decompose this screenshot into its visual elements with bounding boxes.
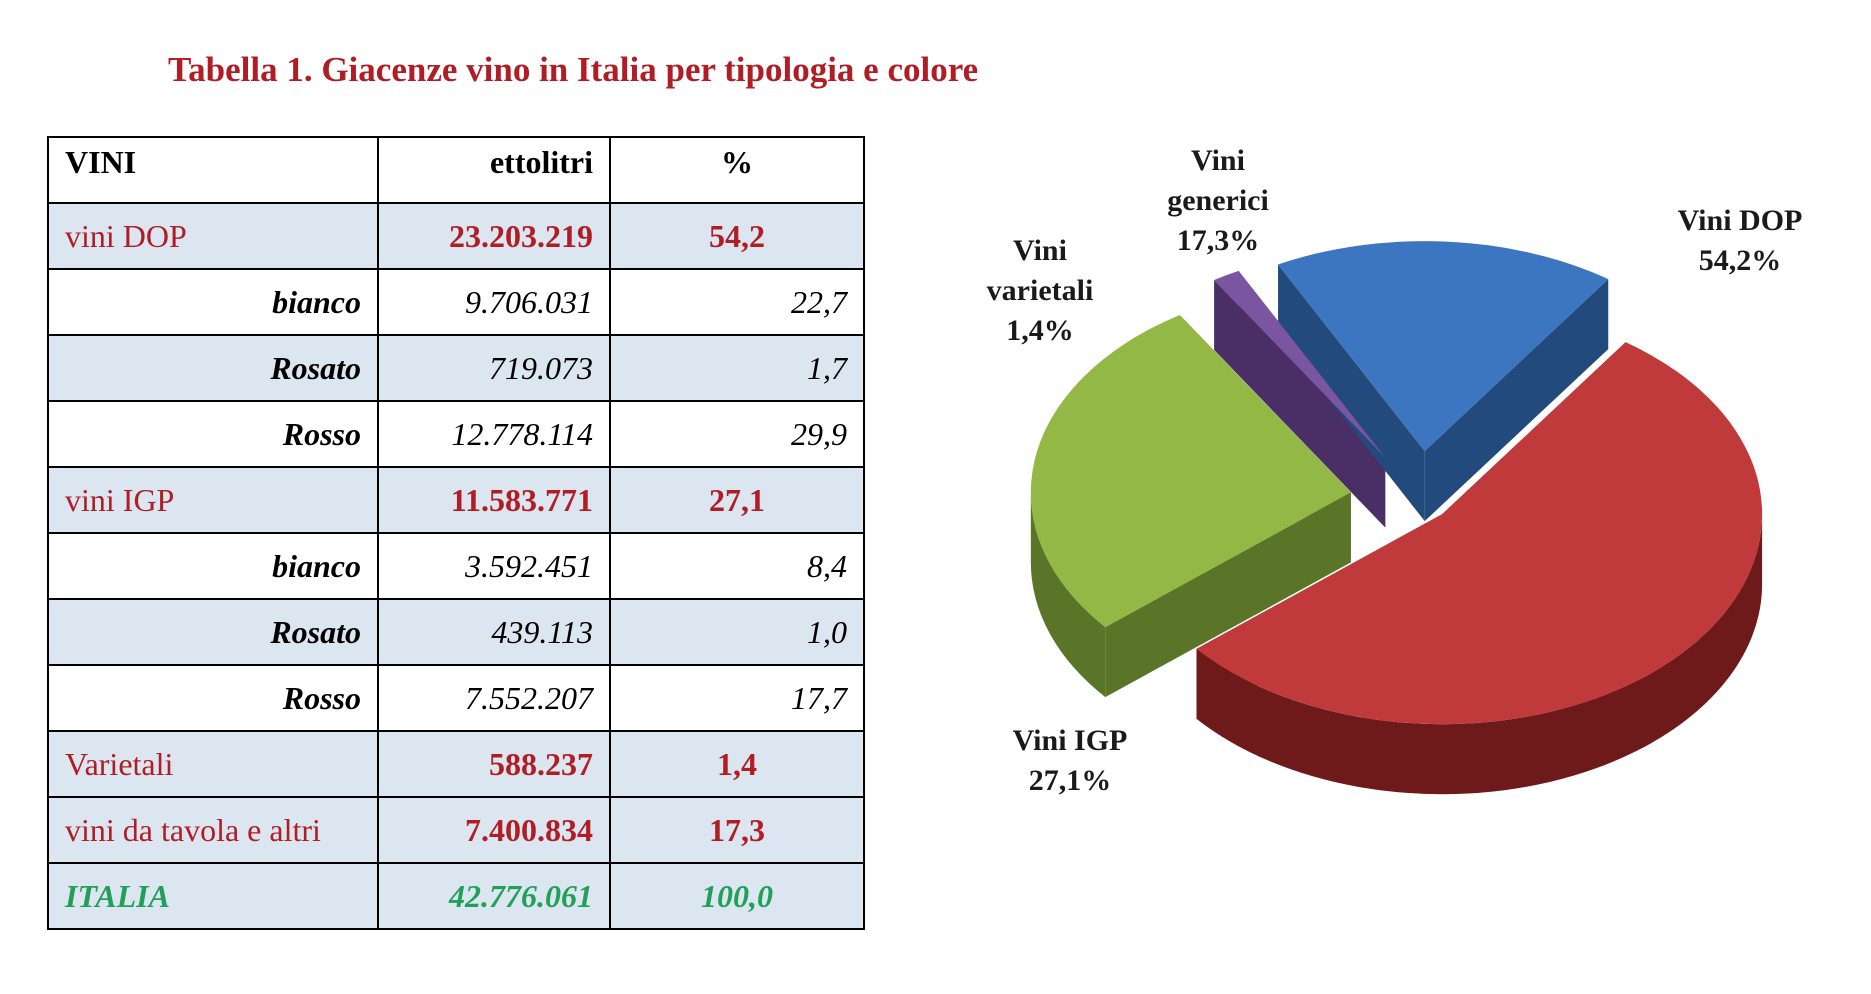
pie-label: Vini varietali 1,4% bbox=[987, 234, 1094, 347]
pie-label-line: 1,4% bbox=[1006, 314, 1074, 347]
wine-stock-table: VINI ettolitri % vini DOP 23.203.219 54,2 b… bbox=[47, 136, 865, 930]
pie-label: Vini IGP 27,1% bbox=[1013, 724, 1128, 797]
pie-label-line: generici bbox=[1167, 184, 1269, 217]
row-percent: 100,0 bbox=[609, 862, 865, 930]
pie-slice-side bbox=[1030, 492, 1106, 698]
row-percent: 17,3 bbox=[609, 796, 865, 864]
table-row: Rosato 719.073 1,7 bbox=[47, 334, 865, 402]
pie-slice bbox=[1214, 270, 1386, 458]
header-vini: VINI bbox=[47, 136, 379, 204]
pie-slice-edge bbox=[1424, 279, 1609, 522]
row-ettolitri: 7.400.834 bbox=[377, 796, 611, 864]
row-name: vini DOP bbox=[47, 202, 379, 270]
header-percent: % bbox=[609, 136, 865, 204]
row-name: vini IGP bbox=[47, 466, 379, 534]
row-percent: 1,4 bbox=[609, 730, 865, 798]
pie-slice bbox=[1196, 342, 1763, 725]
pie-label-line: varietali bbox=[987, 274, 1094, 307]
row-ettolitri: 7.552.207 bbox=[377, 664, 611, 732]
row-name: bianco bbox=[47, 532, 379, 600]
row-percent: 1,7 bbox=[609, 334, 865, 402]
pie-label-line: Vini IGP bbox=[1013, 724, 1128, 757]
pie-label: Vini generici 17,3% bbox=[1167, 144, 1269, 257]
pie-label-line: Vini bbox=[1013, 234, 1067, 267]
row-ettolitri: 12.778.114 bbox=[377, 400, 611, 468]
table-header-row: VINI ettolitri % bbox=[47, 136, 865, 204]
table-row: vini IGP 11.583.771 27,1 bbox=[47, 466, 865, 534]
pie-slice bbox=[1278, 241, 1609, 452]
row-percent: 22,7 bbox=[609, 268, 865, 336]
row-name: Varietali bbox=[47, 730, 379, 798]
row-name: Rosato bbox=[47, 598, 379, 666]
table-row: ITALIA 42.776.061 100,0 bbox=[47, 862, 865, 930]
pie-label-line: 17,3% bbox=[1177, 224, 1260, 257]
row-ettolitri: 588.237 bbox=[377, 730, 611, 798]
pie-slice bbox=[1030, 314, 1351, 628]
row-percent: 17,7 bbox=[609, 664, 865, 732]
header-ettolitri: ettolitri bbox=[377, 136, 611, 204]
row-ettolitri: 23.203.219 bbox=[377, 202, 611, 270]
page-title: Tabella 1. Giacenze vino in Italia per t… bbox=[168, 50, 979, 89]
row-ettolitri: 9.706.031 bbox=[377, 268, 611, 336]
pie-slice-edge bbox=[1105, 492, 1351, 698]
row-name: vini da tavola e altri bbox=[47, 796, 379, 864]
pie-slice-edge bbox=[1278, 264, 1425, 522]
row-name: bianco bbox=[47, 268, 379, 336]
table-body: vini DOP 23.203.219 54,2 bianco 9.706.031 22,… bbox=[47, 202, 865, 930]
pie-label-line: 27,1% bbox=[1029, 764, 1112, 797]
row-percent: 27,1 bbox=[609, 466, 865, 534]
row-ettolitri: 42.776.061 bbox=[377, 862, 611, 930]
table-row: vini da tavola e altri 7.400.834 17,3 bbox=[47, 796, 865, 864]
row-percent: 54,2 bbox=[609, 202, 865, 270]
row-percent: 8,4 bbox=[609, 532, 865, 600]
pie-label-line: 54,2% bbox=[1699, 244, 1782, 277]
table-row: Varietali 588.237 1,4 bbox=[47, 730, 865, 798]
row-name: ITALIA bbox=[47, 862, 379, 930]
row-ettolitri: 3.592.451 bbox=[377, 532, 611, 600]
pie-chart: Vini DOP 54,2% Vini IGP 27,1% Vini varietali 1… bbox=[987, 144, 1803, 797]
row-name: Rosso bbox=[47, 400, 379, 468]
row-percent: 1,0 bbox=[609, 598, 865, 666]
pie-label-line: Vini DOP bbox=[1678, 204, 1803, 237]
table-row: bianco 3.592.451 8,4 bbox=[47, 532, 865, 600]
pie-label: Vini DOP 54,2% bbox=[1678, 204, 1803, 277]
table-row: bianco 9.706.031 22,7 bbox=[47, 268, 865, 336]
row-name: Rosato bbox=[47, 334, 379, 402]
row-ettolitri: 719.073 bbox=[377, 334, 611, 402]
row-ettolitri: 439.113 bbox=[377, 598, 611, 666]
table-row: Rosso 7.552.207 17,7 bbox=[47, 664, 865, 732]
table-row: Rosso 12.778.114 29,9 bbox=[47, 400, 865, 468]
row-percent: 29,9 bbox=[609, 400, 865, 468]
table-row: Rosato 439.113 1,0 bbox=[47, 598, 865, 666]
row-name: Rosso bbox=[47, 664, 379, 732]
table-row: vini DOP 23.203.219 54,2 bbox=[47, 202, 865, 270]
pie-slice-side bbox=[1196, 514, 1763, 795]
row-ettolitri: 11.583.771 bbox=[377, 466, 611, 534]
pie-label-line: Vini bbox=[1191, 144, 1245, 177]
